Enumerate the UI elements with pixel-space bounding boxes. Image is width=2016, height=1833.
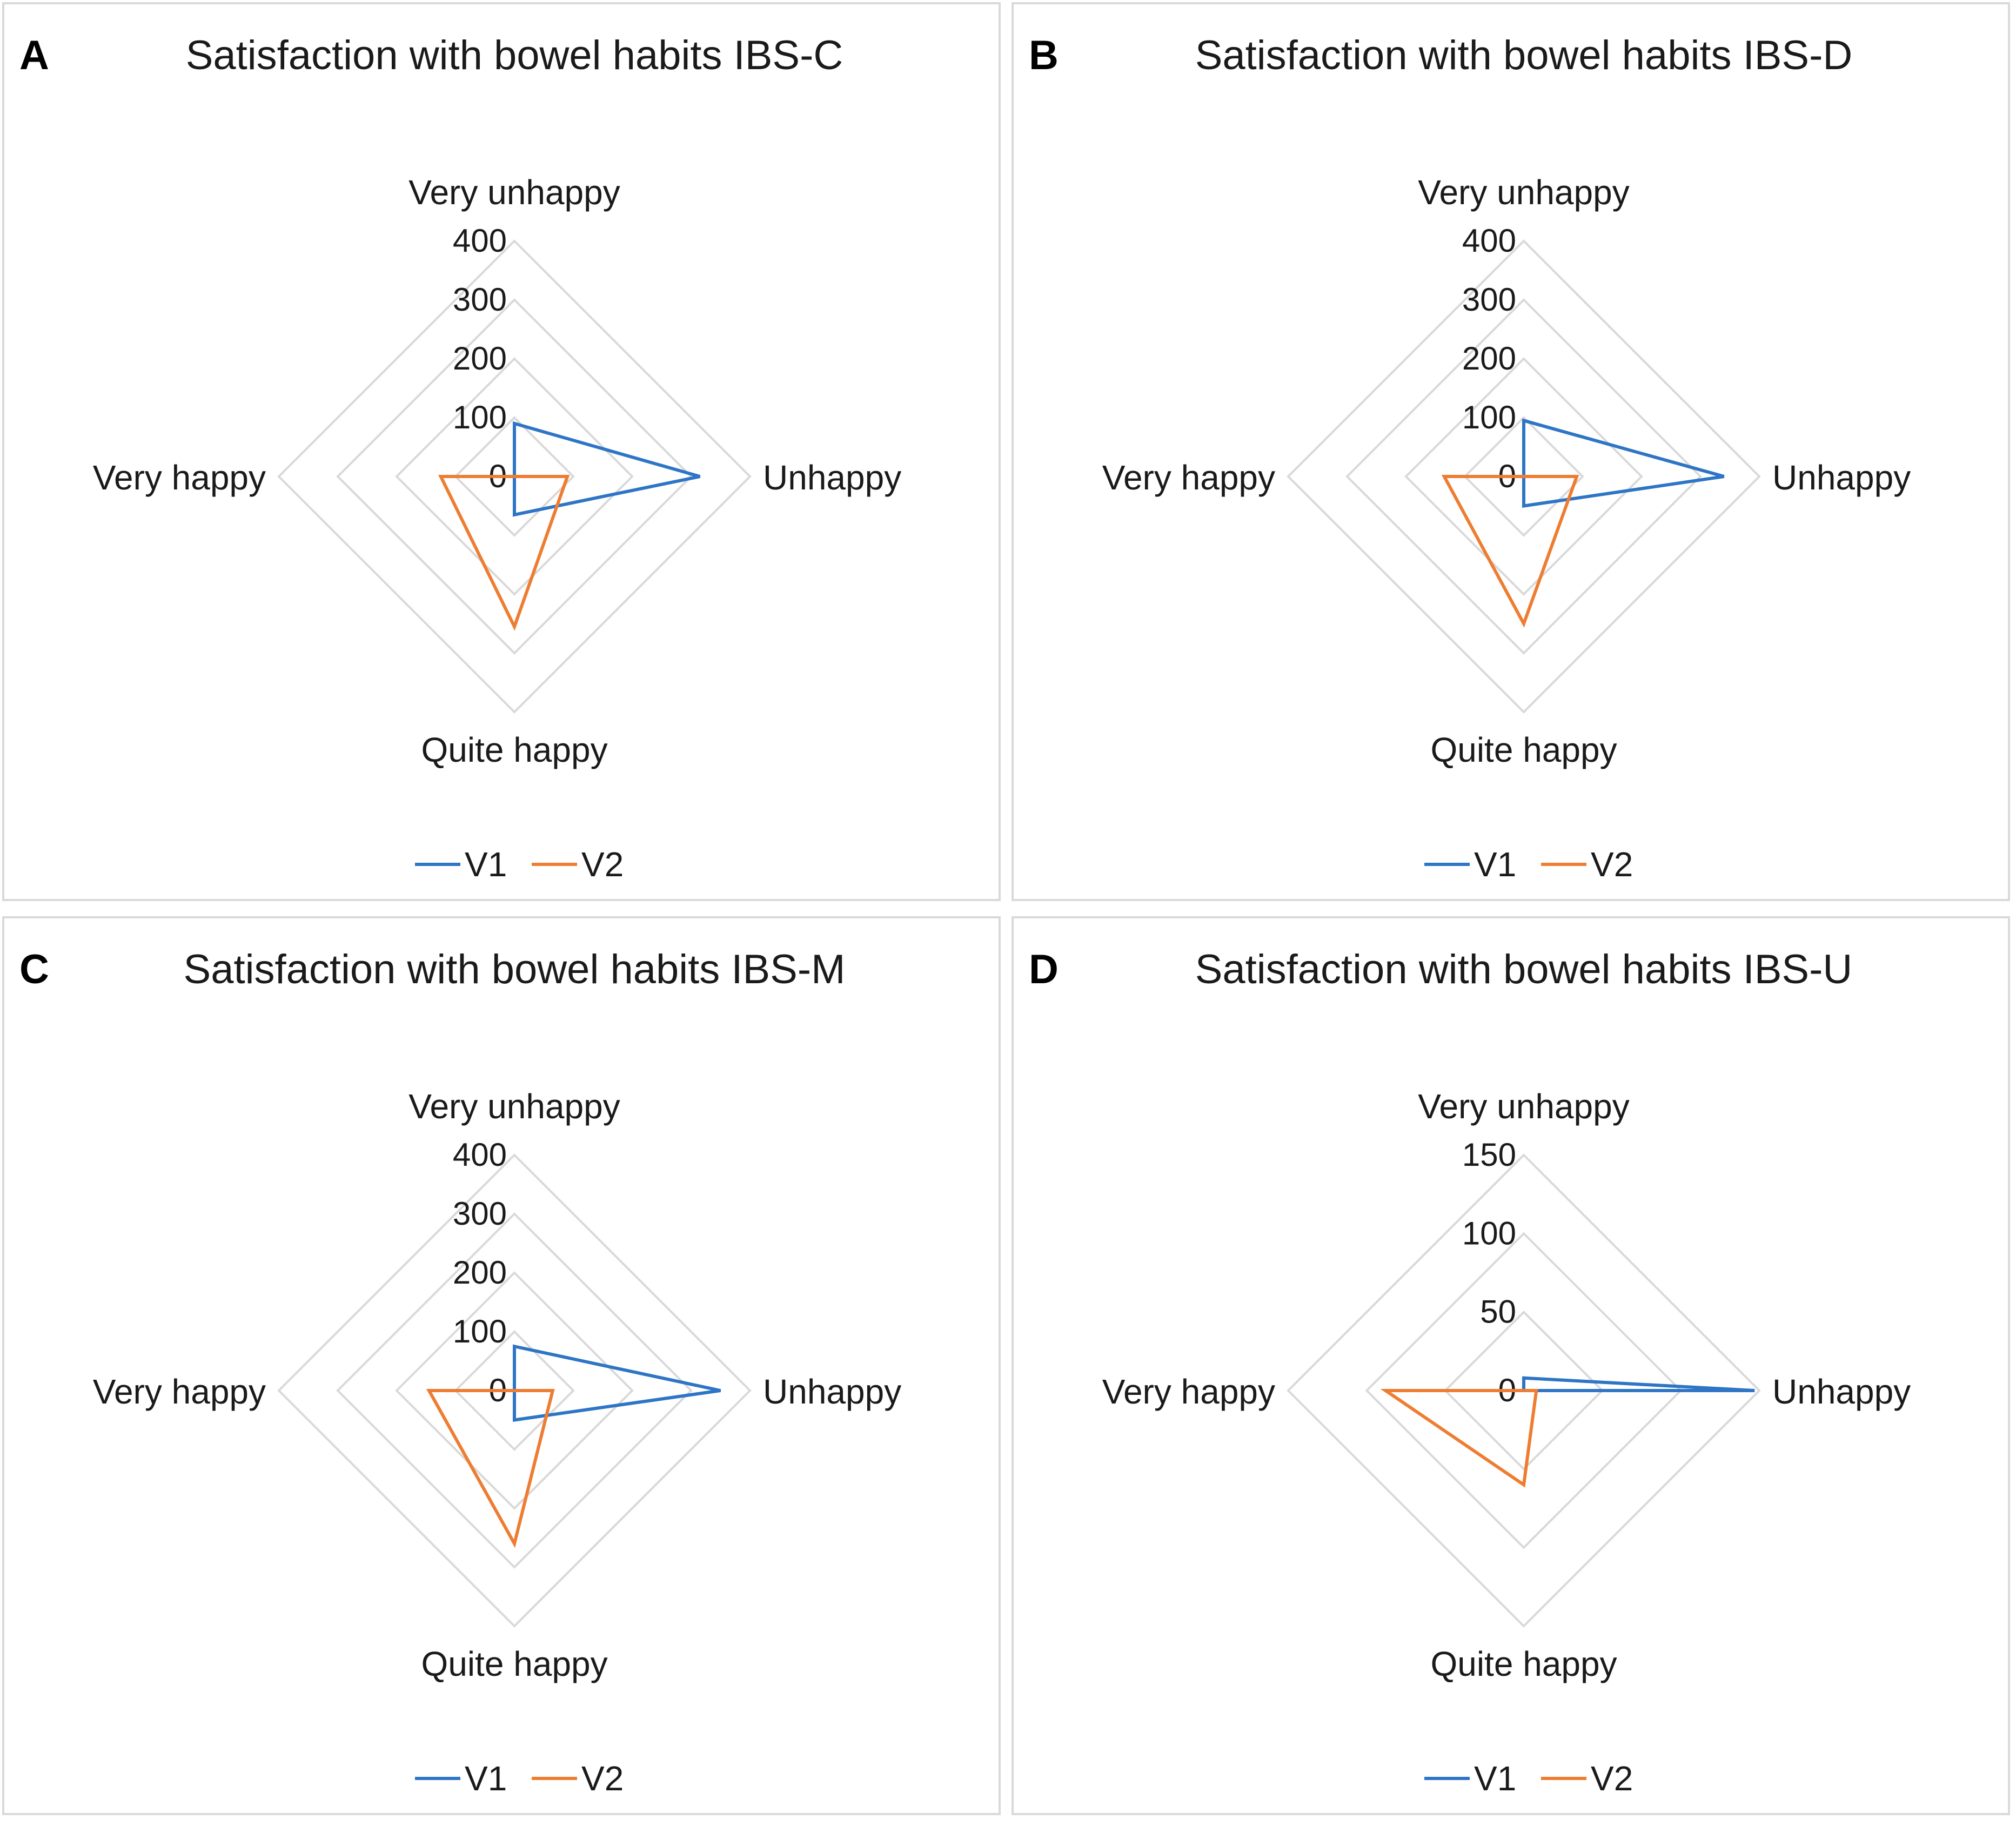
chart-title: Satisfaction with bowel habits IBS-M [184,946,846,992]
tick-label: 200 [1462,340,1516,377]
tick-label: 300 [1462,281,1516,318]
panel-letter: C [19,946,49,992]
grid-ring [277,239,752,714]
grid-ring [277,1153,752,1628]
tick-label: 200 [453,340,507,377]
category-label: Unhappy [1772,458,1911,497]
grid-ring [395,357,634,596]
grid-rings [277,239,752,714]
tick-label: 400 [1462,223,1516,259]
chart-title: Satisfaction with bowel habits IBS-D [1195,32,1853,78]
category-label: Unhappy [1772,1372,1911,1411]
grid-ring [336,298,693,655]
tick-label: 100 [453,1313,507,1349]
panel-letter: B [1029,32,1059,78]
panel-a: A Satisfaction with bowel habits IBS-C 0 10… [2,2,1001,901]
panel-letter: D [1029,946,1059,992]
tick-label: 100 [453,399,507,435]
series-v1-line [1522,1376,1755,1392]
legend-label: V2 [581,845,624,884]
category-label: Unhappy [763,458,901,497]
series-v2-line [1441,475,1579,628]
legend-label: V2 [1591,845,1633,884]
grid-ring [1463,416,1584,537]
series-v1-line [1522,418,1725,508]
category-label: Very unhappy [408,1087,620,1126]
category-label: Quite happy [1430,730,1617,769]
tick-label: 150 [1462,1137,1516,1173]
chart-title: Satisfaction with bowel habits IBS-C [186,32,843,78]
grid-ring [454,416,575,537]
tick-label: 50 [1480,1294,1516,1330]
category-label: Very happy [93,458,266,497]
legend-label: V1 [465,845,507,884]
grid-ring [1404,357,1643,596]
grid-ring [395,1271,634,1510]
category-label: Quite happy [421,730,607,769]
grid-ring [1287,1153,1761,1628]
panel-d: D Satisfaction with bowel habits IBS-U 0 50… [1012,916,2010,1815]
grid-ring [336,1212,693,1569]
series-v2-line [426,1389,555,1548]
category-label: Very unhappy [1418,1087,1629,1126]
legend: V1 V2 [415,1759,624,1798]
tick-label: 400 [453,1137,507,1173]
legend-label: V1 [1474,845,1516,884]
tick-label: 200 [453,1254,507,1291]
grid-ring [1345,298,1702,655]
radar-chart: D Satisfaction with bowel habits IBS-U050… [1029,946,1911,1798]
category-label: Very unhappy [1418,173,1629,212]
tick-label: 100 [1462,399,1516,435]
tick-label: 100 [1462,1215,1516,1251]
grid-ring [454,1330,575,1451]
category-label: Quite happy [1430,1644,1617,1683]
radar-chart: B Satisfaction with bowel habits IBS-D010… [1029,32,1911,884]
legend-label: V1 [1474,1759,1516,1798]
legend-label: V2 [1591,1759,1633,1798]
panel-b: B Satisfaction with bowel habits IBS-D 0 10… [1012,2,2010,901]
legend-label: V1 [465,1759,507,1798]
grid-ring [1365,1232,1683,1549]
series-v2-line [438,475,570,631]
category-label: Very happy [93,1372,266,1411]
category-label: Very unhappy [408,173,620,212]
grid-rings [1287,239,1761,714]
tick-label: 300 [453,1196,507,1232]
legend: V1 V2 [1424,845,1633,884]
series-v1-line [513,1344,721,1422]
grid-rings [277,1153,752,1628]
grid-rings [1287,1153,1761,1628]
tick-label: 400 [453,223,507,259]
category-label: Unhappy [763,1372,901,1411]
legend: V1 V2 [415,845,624,884]
grid-ring [1443,1310,1604,1471]
tick-label: 300 [453,281,507,318]
legend-label: V2 [581,1759,624,1798]
category-label: Very happy [1102,458,1275,497]
panel-c: C Satisfaction with bowel habits IBS-M 0 10… [2,916,1001,1815]
grid-ring [1287,239,1761,714]
series-v1-line [513,421,701,517]
series-v2-line [1380,1389,1538,1488]
chart-title: Satisfaction with bowel habits IBS-U [1195,946,1853,992]
category-label: Quite happy [421,1644,607,1683]
legend: V1 V2 [1424,1759,1633,1798]
panel-letter: A [19,32,49,78]
radar-chart: A Satisfaction with bowel habits IBS-C010… [19,32,901,884]
radar-chart: C Satisfaction with bowel habits IBS-M010… [19,946,901,1798]
category-label: Very happy [1102,1372,1275,1411]
